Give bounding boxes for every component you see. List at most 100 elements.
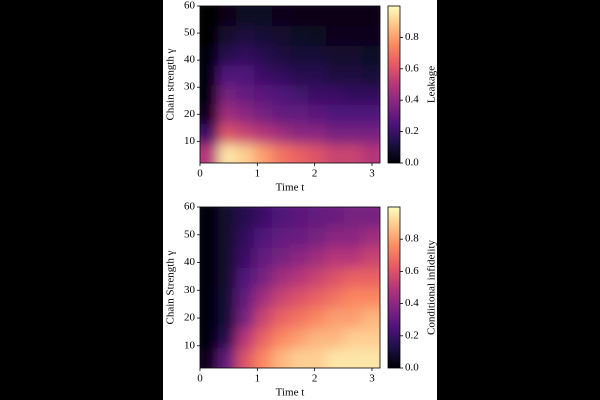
heatmap-cell bbox=[344, 307, 363, 329]
heatmap-cell bbox=[308, 25, 327, 46]
y-tick-label: 10 bbox=[184, 339, 196, 351]
colorbar-tick-label: 0.8 bbox=[405, 31, 419, 43]
heatmap-cell bbox=[308, 207, 327, 228]
heatmap-cell bbox=[290, 64, 309, 86]
heatmap-cell bbox=[362, 327, 380, 349]
heatmap-cell bbox=[272, 267, 291, 289]
heatmap-cell bbox=[326, 84, 345, 105]
heatmap-cell bbox=[344, 287, 363, 309]
heatmap-cell bbox=[200, 104, 219, 125]
heatmap-cell bbox=[290, 104, 309, 125]
heatmap-cell bbox=[272, 227, 291, 248]
heatmap-cell bbox=[218, 327, 237, 349]
heatmap-cell bbox=[308, 64, 327, 86]
x-tick-label: 1 bbox=[255, 168, 261, 180]
heatmap-cell bbox=[254, 227, 273, 248]
heatmap-cell bbox=[218, 143, 237, 163]
heatmap-cell bbox=[308, 227, 327, 248]
heatmap-cell bbox=[326, 267, 345, 289]
heatmap-cell bbox=[272, 6, 291, 27]
plot-frame bbox=[199, 206, 381, 369]
heatmap-cell bbox=[254, 45, 273, 66]
heatmap-cell bbox=[218, 307, 237, 329]
colorbar-tick-label: 0.0 bbox=[405, 362, 419, 374]
heatmap-cell bbox=[308, 143, 327, 163]
heatmap-cell bbox=[362, 247, 380, 268]
heatmap-cell bbox=[254, 247, 273, 268]
heatmap-cell bbox=[326, 104, 345, 125]
heatmap-cell bbox=[218, 104, 237, 125]
heatmap-cell bbox=[362, 45, 380, 66]
heatmap-cell bbox=[290, 143, 309, 163]
colorbar-tick-label: 0.4 bbox=[405, 297, 419, 309]
colorbar bbox=[387, 5, 401, 164]
y-tick-label: 20 bbox=[184, 108, 196, 120]
colorbar-tick-label: 0.8 bbox=[405, 233, 419, 245]
heatmap-cell bbox=[362, 143, 380, 163]
heatmap-cell bbox=[344, 45, 363, 66]
heatmap-cell bbox=[290, 307, 309, 329]
heatmap-cell bbox=[254, 267, 273, 289]
heatmap-cell bbox=[326, 307, 345, 329]
heatmap-cell bbox=[344, 84, 363, 105]
heatmap-cell bbox=[326, 143, 345, 163]
plot-area bbox=[200, 207, 380, 368]
heatmap-cell bbox=[218, 287, 237, 309]
heatmap-cell bbox=[344, 247, 363, 268]
heatmap-cell bbox=[326, 45, 345, 66]
heatmap-cell bbox=[290, 6, 309, 27]
heatmap-cell bbox=[236, 247, 255, 268]
heatmap-cell bbox=[290, 84, 309, 105]
x-tick-label: 2 bbox=[312, 168, 318, 180]
heatmap-cell bbox=[290, 123, 309, 144]
heatmap-cell bbox=[290, 347, 309, 368]
heatmap-cell bbox=[254, 6, 273, 27]
heatmap-cell bbox=[236, 25, 255, 46]
heatmap-cell bbox=[362, 347, 380, 368]
y-tick-label: 60 bbox=[184, 0, 196, 12]
x-axis-label: Time t bbox=[276, 387, 305, 399]
heatmap-cell bbox=[200, 287, 219, 309]
heatmap-cell bbox=[272, 327, 291, 349]
heatmap-cell bbox=[362, 227, 380, 248]
y-tick-label: 50 bbox=[184, 27, 196, 39]
heatmap-cell bbox=[308, 307, 327, 329]
heatmap bbox=[200, 6, 380, 163]
heatmap-cell bbox=[308, 123, 327, 144]
heatmap bbox=[200, 207, 380, 368]
heatmap-cell bbox=[218, 45, 237, 66]
heatmap-cell bbox=[290, 25, 309, 46]
heatmap-cell bbox=[254, 307, 273, 329]
heatmap-cell bbox=[200, 207, 219, 228]
heatmap-cell bbox=[236, 45, 255, 66]
heatmap-cell bbox=[218, 25, 237, 46]
heatmap-cell bbox=[218, 123, 237, 144]
heatmap-cell bbox=[344, 64, 363, 86]
heatmap-cell bbox=[290, 327, 309, 349]
heatmap-cell bbox=[236, 207, 255, 228]
heatmap-cell bbox=[272, 84, 291, 105]
heatmap-cell bbox=[344, 123, 363, 144]
heatmap-cell bbox=[200, 143, 219, 163]
heatmap-cell bbox=[326, 327, 345, 349]
y-tick-label: 30 bbox=[184, 81, 196, 93]
heatmap-cell bbox=[326, 6, 345, 27]
colorbar-tick-label: 0.2 bbox=[405, 329, 419, 341]
heatmap-cell bbox=[362, 6, 380, 27]
heatmap-cell bbox=[308, 287, 327, 309]
heatmap-cell bbox=[236, 227, 255, 248]
heatmap-cell bbox=[236, 104, 255, 125]
heatmap-cell bbox=[290, 287, 309, 309]
heatmap-cell bbox=[218, 64, 237, 86]
heatmap-cell bbox=[362, 25, 380, 46]
heatmap-cell bbox=[290, 207, 309, 228]
colorbar bbox=[387, 206, 401, 369]
heatmap-cell bbox=[200, 64, 219, 86]
colorbar-label: Conditional infidelity bbox=[426, 239, 438, 335]
heatmap-cell bbox=[200, 45, 219, 66]
heatmap-cell bbox=[218, 207, 237, 228]
heatmap-cell bbox=[254, 287, 273, 309]
heatmap-cell bbox=[362, 123, 380, 144]
heatmap-cell bbox=[362, 84, 380, 105]
